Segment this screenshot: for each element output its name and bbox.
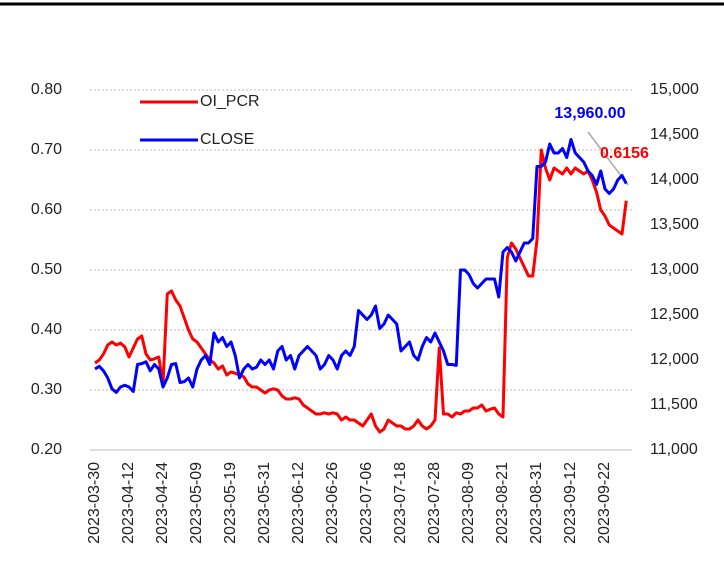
x-tick-label: 2023-04-12 — [120, 462, 137, 544]
y-tick-label: 0.70 — [31, 141, 62, 158]
value-label: 0.6156 — [600, 145, 649, 162]
x-tick-label: 2023-04-24 — [154, 462, 171, 544]
y2-tick-label: 11,500 — [650, 396, 698, 413]
x-tick-label: 2023-03-30 — [86, 462, 103, 544]
x-tick-label: 2023-08-09 — [460, 462, 477, 544]
legend-label: OI_PCR — [200, 93, 260, 110]
x-tick-label: 2023-09-22 — [596, 462, 613, 544]
y2-tick-label: 14,500 — [650, 126, 699, 143]
y-tick-label: 0.80 — [31, 81, 62, 98]
y2-tick-label: 14,000 — [650, 171, 699, 188]
y2-tick-label: 12,500 — [650, 306, 699, 323]
value-label: 13,960.00 — [554, 105, 625, 122]
y2-tick-label: 13,500 — [650, 216, 699, 233]
x-tick-label: 2023-05-09 — [188, 462, 205, 544]
x-tick-label: 2023-08-31 — [528, 462, 545, 544]
data-line — [94, 148, 628, 434]
x-tick-label: 2023-09-12 — [562, 462, 579, 544]
y-tick-label: 0.30 — [31, 381, 62, 398]
x-tick-label: 2023-08-21 — [494, 462, 511, 544]
y2-tick-label: 13,000 — [650, 261, 699, 278]
y-tick-label: 0.60 — [31, 201, 62, 218]
y-tick-label: 0.40 — [31, 321, 62, 338]
y-tick-label: 0.50 — [31, 261, 62, 278]
y2-tick-label: 15,000 — [650, 81, 699, 98]
x-tick-label: 2023-07-06 — [358, 462, 375, 544]
x-tick-label: 2023-06-12 — [290, 462, 307, 544]
y2-tick-label: 12,000 — [650, 351, 699, 368]
x-tick-label: 2023-06-26 — [324, 462, 341, 544]
x-tick-label: 2023-05-19 — [222, 462, 239, 544]
x-tick-label: 2023-07-28 — [426, 462, 443, 544]
y2-tick-label: 11,000 — [650, 441, 698, 458]
x-tick-label: 2023-07-18 — [392, 462, 409, 544]
y-tick-label: 0.20 — [31, 441, 62, 458]
legend-label: CLOSE — [200, 131, 254, 148]
data-line — [94, 138, 628, 394]
x-tick-label: 2023-05-31 — [256, 462, 273, 544]
